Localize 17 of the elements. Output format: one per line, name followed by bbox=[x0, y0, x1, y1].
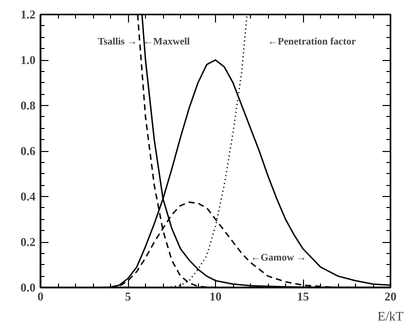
annotation: ←Penetration factor bbox=[268, 36, 356, 48]
y-tick-label: 0.6 bbox=[20, 144, 36, 158]
y-tick-label: 0.8 bbox=[20, 98, 36, 112]
annotation: Tsallis → bbox=[98, 36, 138, 48]
x-tick-label: 10 bbox=[210, 290, 222, 304]
annotation: ←Gamow → bbox=[250, 252, 306, 264]
y-tick-label: 0.0 bbox=[20, 280, 36, 294]
y-tick-label: 1.0 bbox=[20, 53, 36, 67]
x-tick-label: 5 bbox=[125, 290, 131, 304]
x-tick-label: 20 bbox=[384, 290, 396, 304]
x-tick-label: 0 bbox=[38, 290, 44, 304]
annotation: ←Maxwell bbox=[143, 36, 190, 48]
y-tick-label: 0.4 bbox=[20, 190, 36, 204]
x-axis-title: E/kT bbox=[378, 308, 404, 324]
y-tick-label: 0.2 bbox=[20, 235, 36, 249]
y-tick-label: 1.2 bbox=[20, 8, 36, 22]
x-tick-label: 15 bbox=[297, 290, 309, 304]
